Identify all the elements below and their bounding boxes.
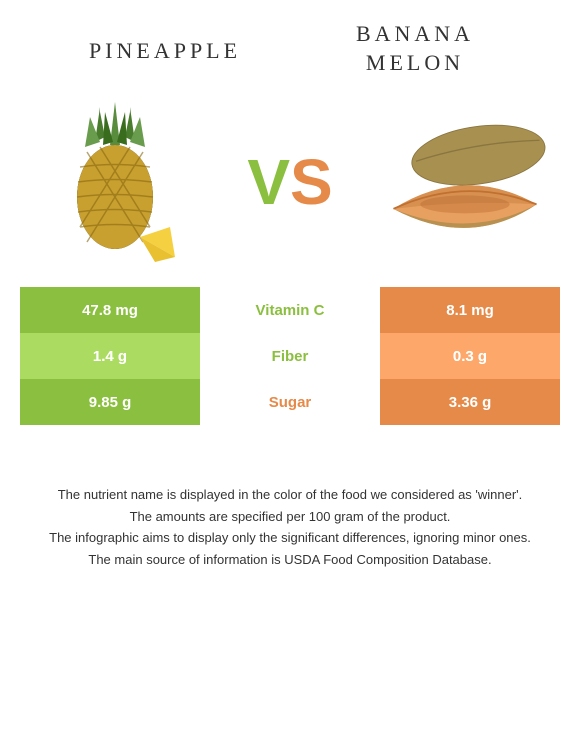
cell-right-value: 8.1 mg bbox=[380, 287, 560, 333]
cell-nutrient-name: Fiber bbox=[200, 333, 380, 379]
cell-nutrient-name: Sugar bbox=[200, 379, 380, 425]
footer-line: The nutrient name is displayed in the co… bbox=[40, 485, 540, 505]
title-left: PINEAPPLE bbox=[40, 20, 290, 77]
cell-left-value: 9.85 g bbox=[20, 379, 200, 425]
vs-s: S bbox=[290, 146, 333, 218]
cell-right-value: 0.3 g bbox=[380, 333, 560, 379]
melon-image bbox=[380, 97, 550, 267]
footer-line: The infographic aims to display only the… bbox=[40, 528, 540, 548]
table-row: 47.8 mg Vitamin C 8.1 mg bbox=[20, 287, 560, 333]
vs-label: VS bbox=[247, 145, 332, 219]
cell-left-value: 1.4 g bbox=[20, 333, 200, 379]
comparison-table: 47.8 mg Vitamin C 8.1 mg 1.4 g Fiber 0.3… bbox=[0, 287, 580, 425]
title-right-line2: MELON bbox=[366, 50, 464, 75]
cell-right-value: 3.36 g bbox=[380, 379, 560, 425]
cell-nutrient-name: Vitamin C bbox=[200, 287, 380, 333]
title-right-line1: BANANA bbox=[356, 21, 474, 46]
footer-notes: The nutrient name is displayed in the co… bbox=[0, 425, 580, 569]
pineapple-image bbox=[30, 97, 200, 267]
vs-v: V bbox=[247, 146, 290, 218]
title-right: BANANA MELON bbox=[290, 20, 540, 77]
footer-line: The main source of information is USDA F… bbox=[40, 550, 540, 570]
table-row: 1.4 g Fiber 0.3 g bbox=[20, 333, 560, 379]
cell-left-value: 47.8 mg bbox=[20, 287, 200, 333]
table-row: 9.85 g Sugar 3.36 g bbox=[20, 379, 560, 425]
footer-line: The amounts are specified per 100 gram o… bbox=[40, 507, 540, 527]
